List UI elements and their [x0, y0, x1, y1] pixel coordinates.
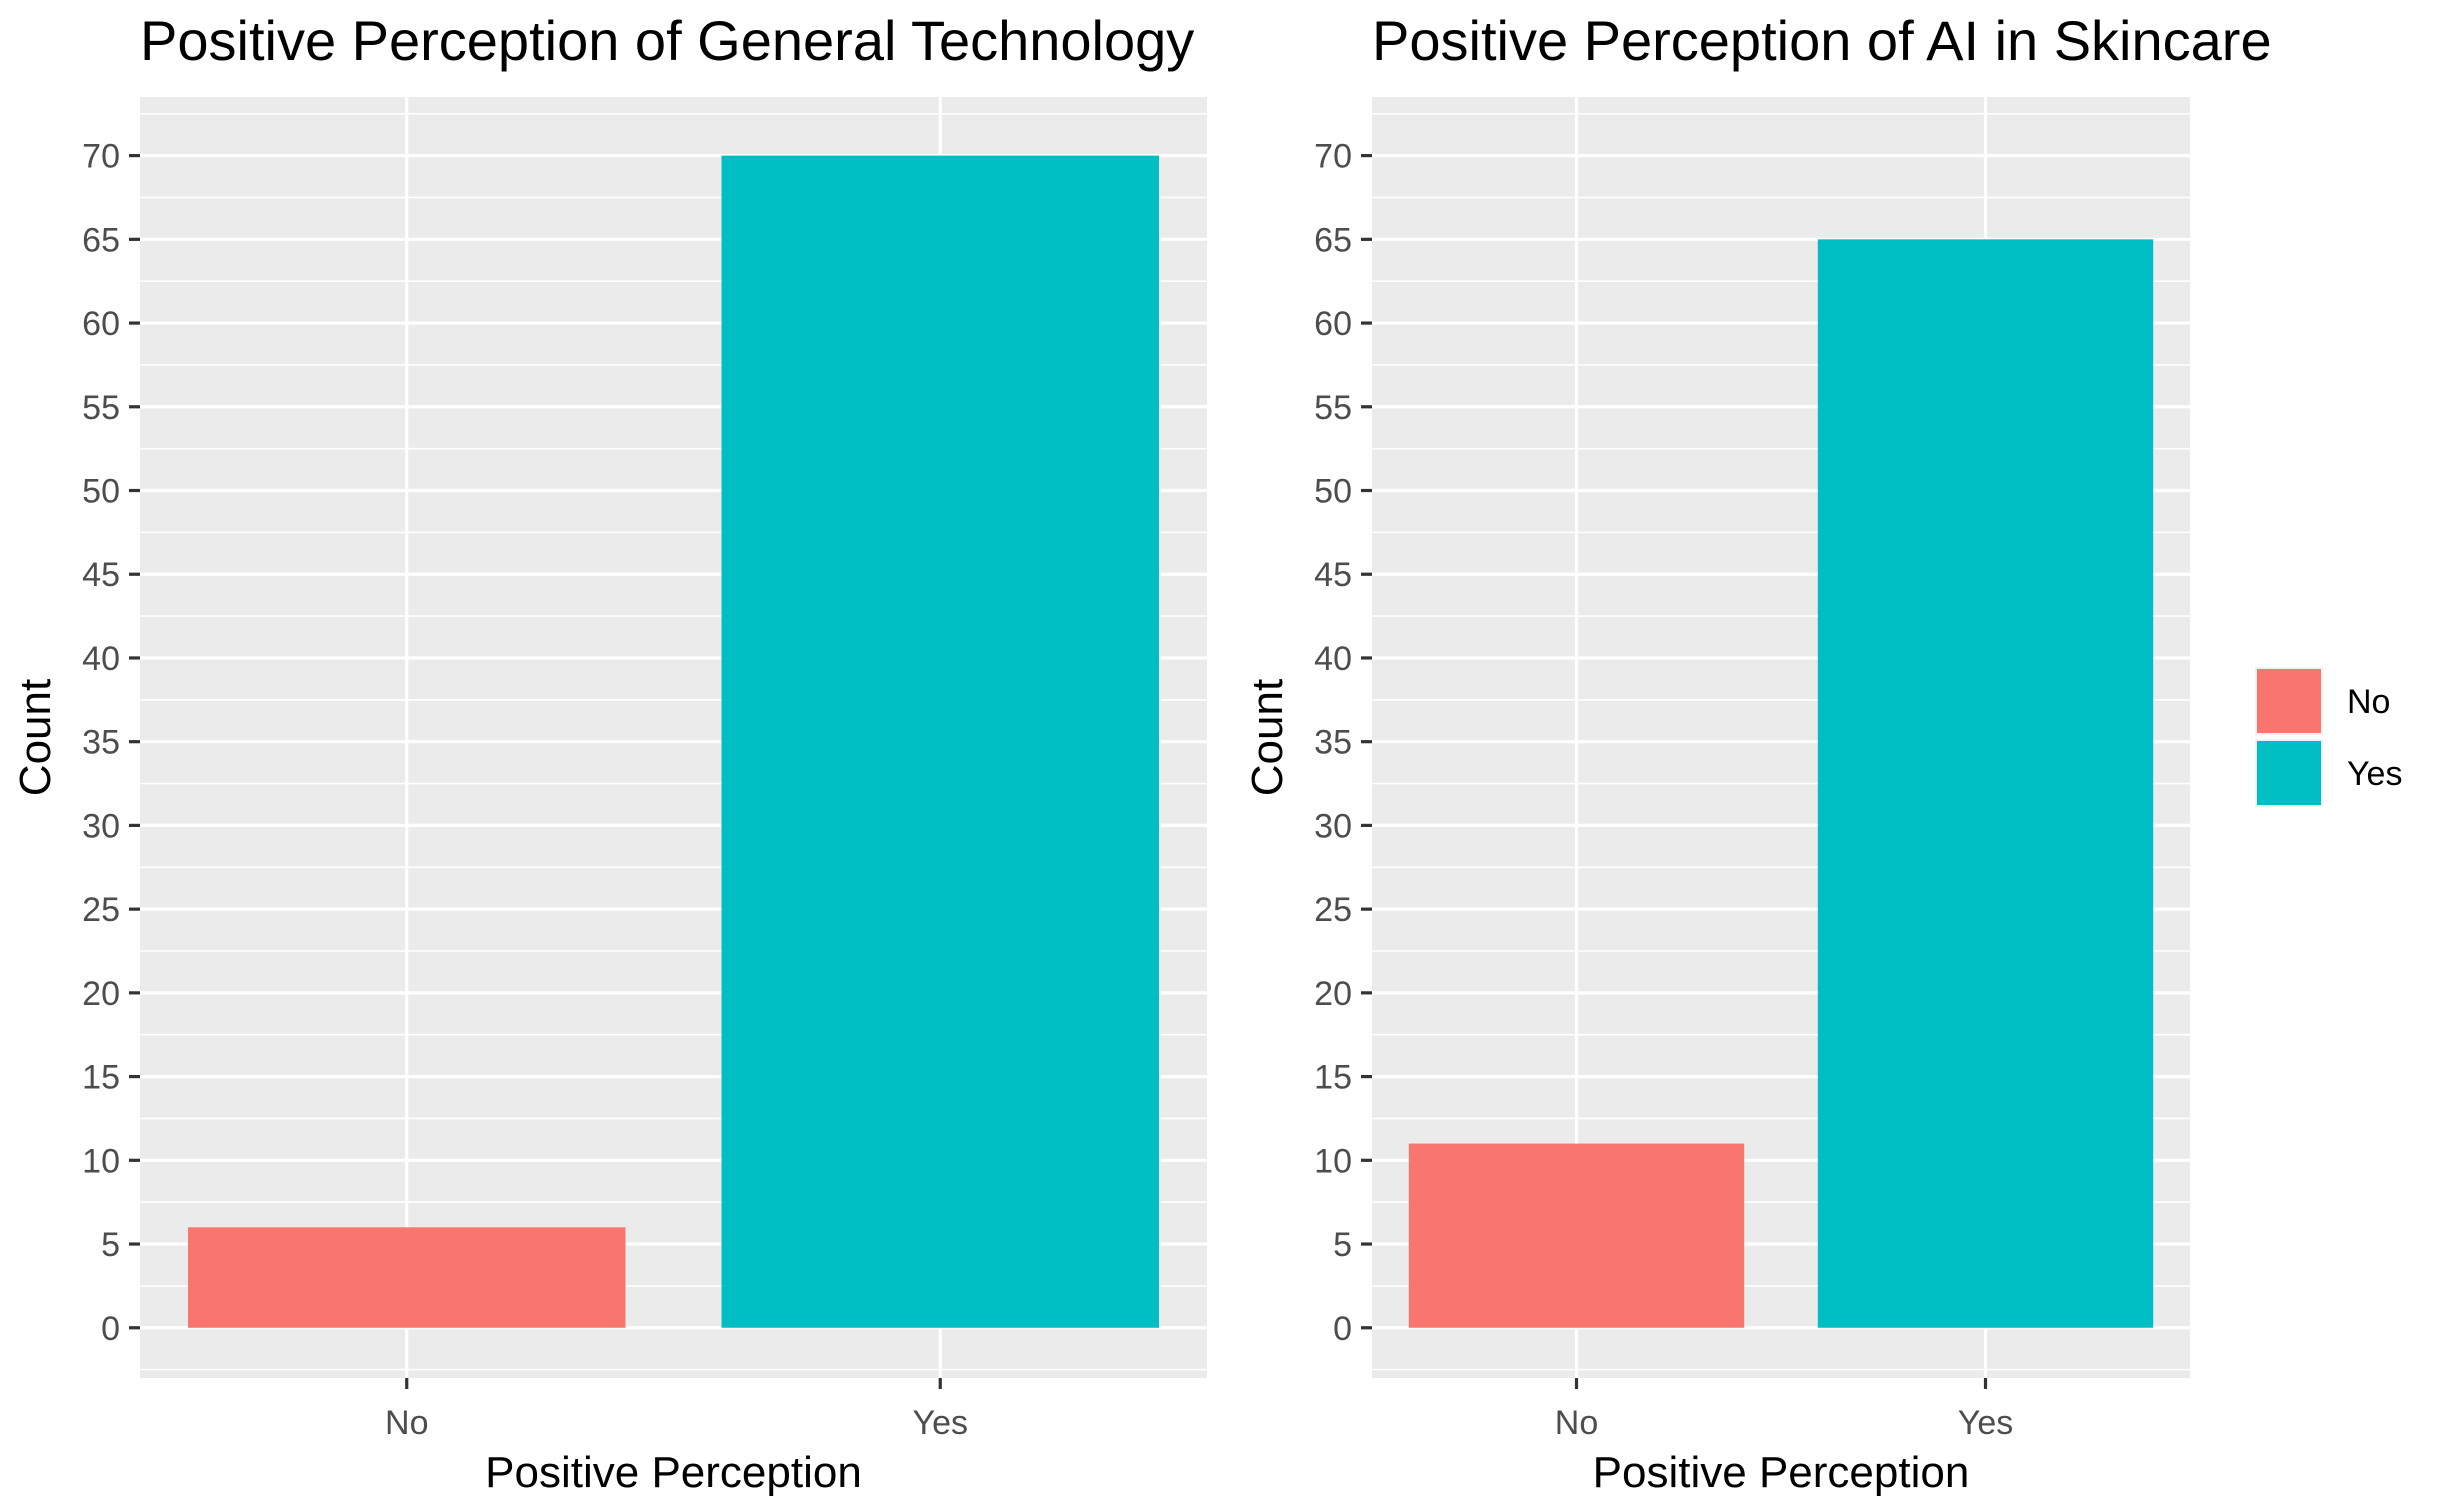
legend-label: Yes: [2347, 755, 2402, 793]
y-tick-label: 60: [1314, 305, 1352, 343]
x-tick-label: Yes: [1958, 1404, 2013, 1442]
y-tick-label: 70: [82, 138, 120, 176]
y-tick-label: 45: [1314, 556, 1352, 594]
legend-key-no: [2257, 669, 2321, 733]
legend-key-yes: [2257, 741, 2321, 805]
y-tick-label: 25: [1314, 891, 1352, 929]
y-tick-label: 15: [1314, 1059, 1352, 1097]
left-panel: 0 5 10 15 20 25 30 35 40 45 50 55 60 65 70 No Yes Positiv…: [11, 9, 1207, 1497]
x-axis-title: Positive Perception: [1593, 1448, 1970, 1497]
y-tick-label: 55: [1314, 389, 1352, 427]
bar-yes: [1817, 239, 2154, 1328]
legend: No Yes: [2255, 667, 2402, 807]
y-tick-label: 65: [1314, 221, 1352, 259]
y-tick-label: 30: [82, 807, 120, 845]
x-axis-title: Positive Perception: [485, 1448, 862, 1497]
y-tick-label: 35: [82, 724, 120, 762]
y-tick-label: 50: [82, 473, 120, 511]
y-tick-label: 15: [82, 1059, 120, 1097]
bar-no: [188, 1227, 626, 1328]
y-tick-label: 60: [82, 305, 120, 343]
x-tick-label: Yes: [913, 1404, 968, 1442]
y-tick-label: 20: [1314, 975, 1352, 1013]
bar-no: [1408, 1143, 1745, 1328]
y-tick-label: 20: [82, 975, 120, 1013]
y-tick-label: 5: [101, 1226, 120, 1264]
x-tick-label: No: [1555, 1404, 1598, 1442]
y-tick-label: 30: [1314, 807, 1352, 845]
x-tick-label: No: [385, 1404, 428, 1442]
legend-label: No: [2347, 683, 2390, 721]
y-tick-label: 40: [1314, 640, 1352, 678]
chart-title: Positive Perception of AI in Skincare: [1372, 9, 2272, 72]
y-tick-label: 65: [82, 221, 120, 259]
y-axis-title: Count: [11, 679, 60, 796]
y-tick-label: 10: [82, 1142, 120, 1180]
chart-title: Positive Perception of General Technolog…: [140, 9, 1194, 72]
y-tick-label: 5: [1333, 1226, 1352, 1264]
y-tick-label: 45: [82, 556, 120, 594]
y-axis-title: Count: [1243, 679, 1292, 796]
y-tick-label: 25: [82, 891, 120, 929]
right-panel: 0 5 10 15 20 25 30 35 40 45 50 55 60 65 70 No Yes Positiv…: [1243, 9, 2272, 1497]
y-tick-label: 70: [1314, 138, 1352, 176]
y-tick-label: 0: [1333, 1310, 1352, 1348]
bar-yes: [721, 155, 1159, 1328]
y-tick-label: 35: [1314, 724, 1352, 762]
y-tick-label: 40: [82, 640, 120, 678]
y-tick-label: 0: [101, 1310, 120, 1348]
y-tick-label: 10: [1314, 1142, 1352, 1180]
y-tick-label: 50: [1314, 473, 1352, 511]
y-tick-label: 55: [82, 389, 120, 427]
